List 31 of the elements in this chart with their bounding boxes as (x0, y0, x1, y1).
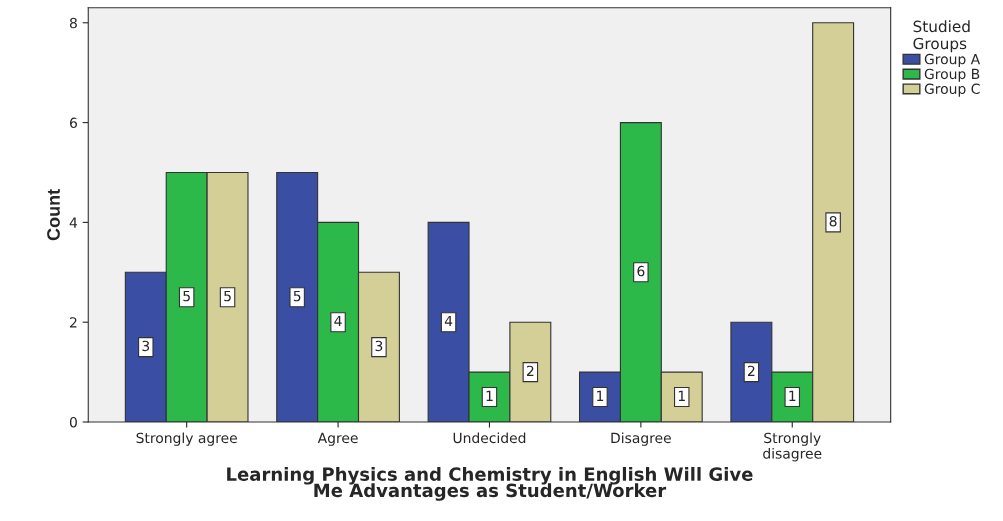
data-label: 1 (789, 390, 796, 401)
data-label: 1 (486, 390, 493, 401)
data-label: 3 (142, 340, 150, 352)
data-label: 1 (597, 390, 604, 401)
data-label: 4 (444, 315, 453, 327)
x-tick-label: Disagree (611, 432, 671, 446)
legend-label: Group B (924, 68, 980, 82)
y-tick-label: 2 (70, 317, 77, 328)
y-tick-label: 4 (69, 217, 78, 228)
data-label: 2 (526, 365, 534, 376)
x-tick-label: Strongly agree (136, 432, 237, 446)
x-tick-label: Strongly disagree (763, 432, 822, 462)
data-label: 5 (224, 290, 231, 302)
data-label: 6 (637, 265, 645, 277)
data-label: 5 (293, 290, 301, 302)
data-label: 3 (375, 340, 383, 352)
x-tick-label: Agree (317, 432, 358, 446)
legend-title: Studied Groups (913, 20, 970, 53)
data-label: 5 (183, 290, 190, 302)
data-label: 8 (829, 215, 837, 227)
x-tick-label: Undecided (453, 432, 526, 444)
data-label: 4 (334, 315, 342, 327)
legend-label: Group A (924, 53, 981, 68)
y-axis-title: Count (47, 189, 60, 241)
y-tick-label: 0 (69, 416, 77, 428)
y-tick-label: 8 (69, 17, 77, 29)
y-tick-label: 6 (69, 117, 77, 129)
x-axis-title: Learning Physics and Chemistry in English Will Give Me Advantages as Student/Worker (227, 466, 753, 501)
data-label: 2 (747, 365, 755, 376)
data-label: 1 (678, 390, 685, 401)
legend-label: Group C (924, 83, 980, 97)
